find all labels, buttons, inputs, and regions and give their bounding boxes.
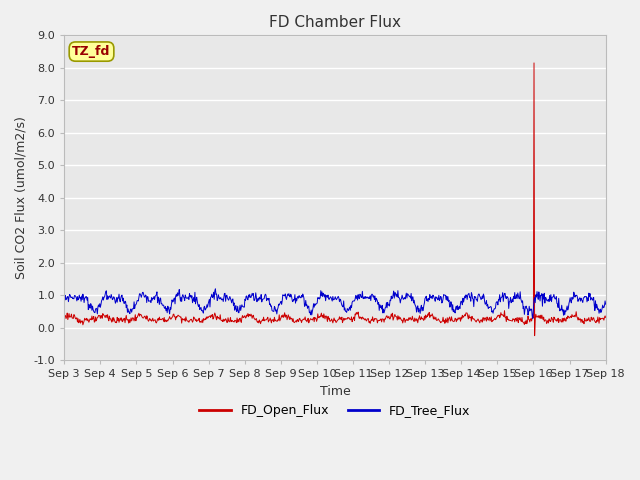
X-axis label: Time: Time: [319, 384, 350, 397]
Text: TZ_fd: TZ_fd: [72, 45, 111, 58]
Title: FD Chamber Flux: FD Chamber Flux: [269, 15, 401, 30]
Legend: FD_Open_Flux, FD_Tree_Flux: FD_Open_Flux, FD_Tree_Flux: [195, 399, 476, 422]
Y-axis label: Soil CO2 Flux (umol/m2/s): Soil CO2 Flux (umol/m2/s): [15, 116, 28, 279]
